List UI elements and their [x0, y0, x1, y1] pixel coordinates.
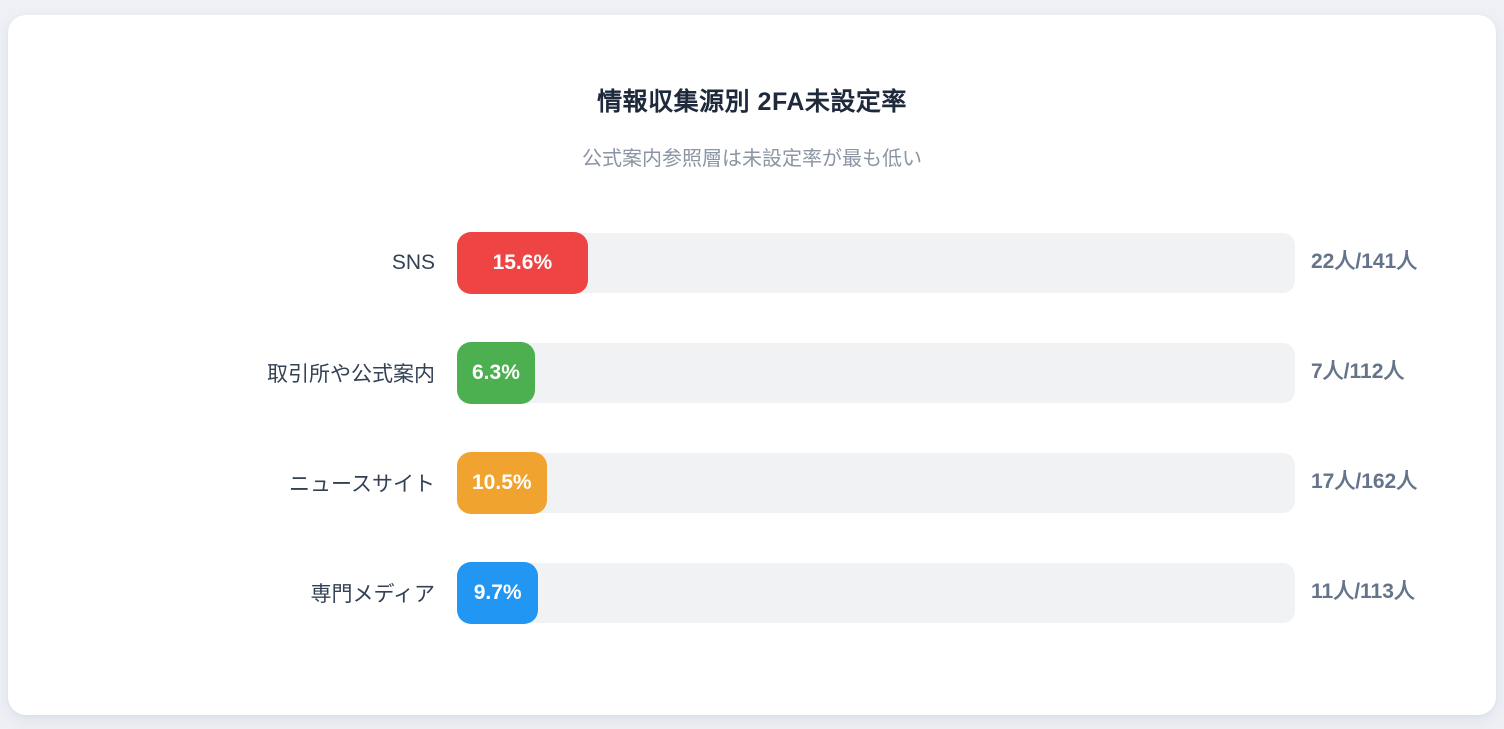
bar-track: 6.3% — [457, 341, 1295, 404]
bar-track: 10.5% — [457, 451, 1295, 514]
count-label: 11人/113人 — [1311, 580, 1415, 604]
bar-chart: SNS 15.6% 22人/141人 取引所や公式案内 6.3% 7人/112人… — [53, 231, 1451, 624]
category-label: ニュースサイト — [289, 472, 435, 496]
category-label: SNS — [391, 250, 435, 274]
category-label: 取引所や公式案内 — [267, 362, 435, 386]
count-label: 22人/141人 — [1311, 250, 1418, 274]
category-label: 専門メディア — [310, 582, 435, 606]
bar-track: 15.6% — [457, 231, 1295, 294]
chart-row: SNS 15.6% 22人/141人 — [53, 231, 1451, 294]
bar-percentage-label: 9.7% — [473, 580, 522, 604]
chart-title: 情報収集源別 2FA未設定率 — [597, 88, 907, 116]
chart-row: ニュースサイト 10.5% 17人/162人 — [53, 451, 1451, 514]
bar-track: 9.7% — [457, 561, 1295, 624]
chart-card: 情報収集源別 2FA未設定率 公式案内参照層は未設定率が最も低い SNS 15.… — [8, 15, 1496, 715]
bar: 10.5% — [457, 451, 547, 514]
bar: 9.7% — [457, 561, 539, 624]
count-label: 7人/112人 — [1311, 360, 1405, 384]
count-label: 17人/162人 — [1311, 470, 1418, 494]
bar: 15.6% — [457, 231, 588, 294]
bar-percentage-label: 10.5% — [472, 470, 532, 494]
chart-subtitle: 公式案内参照層は未設定率が最も低い — [582, 147, 922, 170]
chart-row: 取引所や公式案内 6.3% 7人/112人 — [53, 341, 1451, 404]
bar-percentage-label: 6.3% — [472, 360, 520, 384]
chart-row: 専門メディア 9.7% 11人/113人 — [53, 561, 1451, 624]
bar: 6.3% — [457, 341, 535, 404]
bar-percentage-label: 15.6% — [492, 250, 553, 274]
